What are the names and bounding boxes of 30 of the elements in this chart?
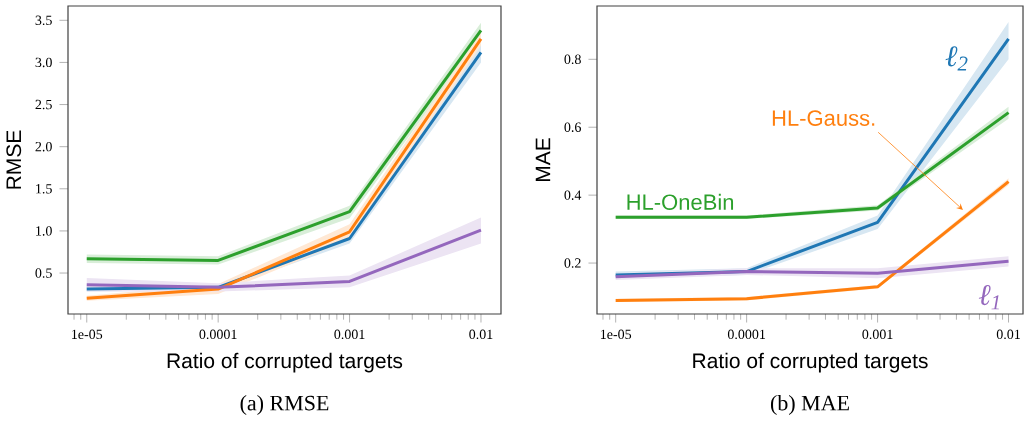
text: HL-Gauss. [772,110,875,126]
y-tick-label: 0.5 [35,268,52,278]
x-tick-label: 0.001 [334,329,365,340]
x-tick-label: 0.0001 [199,329,237,340]
x-tick-label: 0.01 [996,329,1020,340]
y-tick-label: 0.6 [564,122,581,132]
x-tick-label: 0.001 [862,329,893,340]
line-series [85,228,483,289]
series-label: HL-OneBin [627,193,734,210]
series-label: ℓ$_{2}$ [945,46,968,71]
y-axis-title: RMSE [6,130,22,189]
series-label: ℓ$_{1}$ [978,284,999,310]
y-tick-label: 1.0 [36,226,52,236]
x-tick-label: 1e-05 [600,329,632,340]
y-tick-label: 2.0 [35,141,52,152]
x-tick-label: 0.01 [469,329,493,340]
text: (a) RMSE [240,395,329,415]
y-axis-title: MAE [535,138,551,182]
y-tick-label: 3.0 [35,57,52,68]
y-tick-label: 0.4 [564,190,582,200]
y-tick-label: 0.8 [564,54,581,65]
x-axis-title: Ratio of corrupted targets [167,352,403,373]
x-axis-title: Ratio of corrupted targets [693,352,928,373]
x-tick-label: 1e-05 [72,329,103,340]
y-tick-label: 3.5 [35,15,52,26]
y-tick-label: 2.5 [35,99,52,110]
text: (b) MAE [770,395,849,415]
y-tick-label: 0.2 [564,258,581,268]
x-tick-label: 0.0001 [727,329,766,340]
y-tick-label: 1.5 [36,184,52,194]
